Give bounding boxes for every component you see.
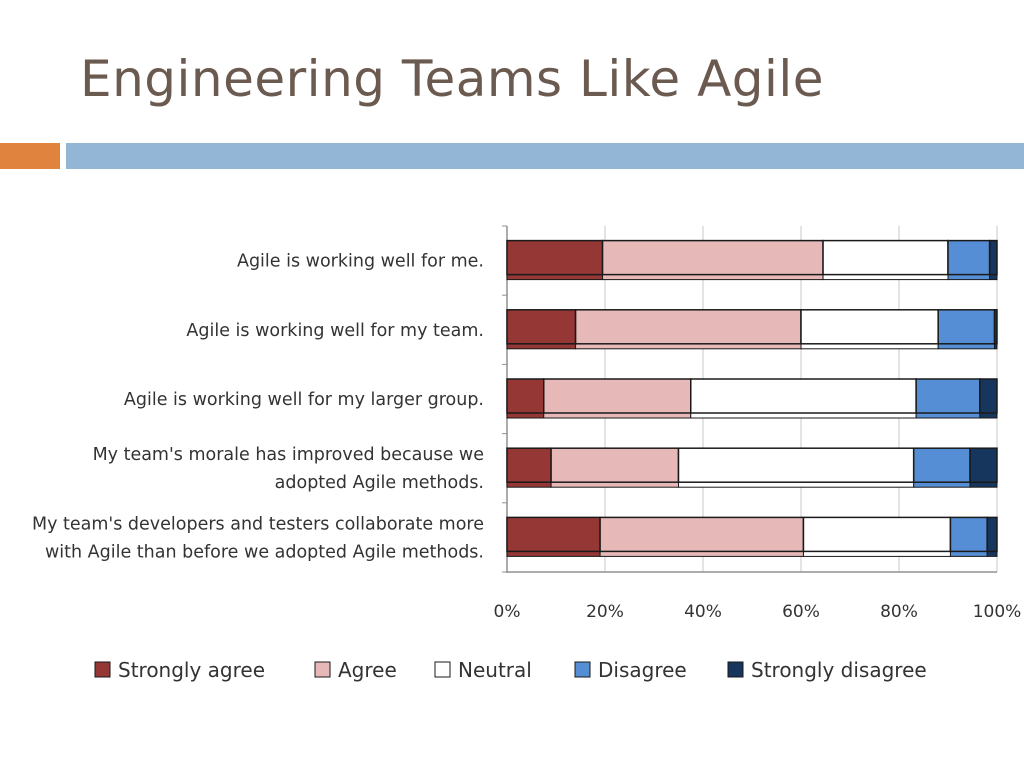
bar-segment [937, 309, 996, 345]
legend-swatch [314, 661, 331, 678]
bar-segment [822, 239, 949, 276]
bar-segment [912, 447, 971, 483]
bar-segment [599, 516, 805, 553]
bar-segment [506, 239, 604, 276]
legend-label: Strongly disagree [751, 658, 927, 682]
bar-segment [506, 378, 545, 414]
x-tick-label: 20% [586, 602, 624, 622]
category-label: Agile is working well for my team. [186, 321, 484, 341]
bar-segment [947, 239, 991, 276]
x-tick-label: 0% [494, 602, 521, 622]
slide-title: Engineering Teams Like Agile [80, 50, 825, 108]
legend-swatch [574, 661, 591, 678]
category-label: Agile is working well for me. [237, 252, 484, 272]
x-tick-label: 100% [973, 602, 1022, 622]
bar-segment [690, 378, 917, 414]
bar-segment [949, 516, 988, 553]
legend-swatch [727, 661, 744, 678]
bar-segment [915, 378, 981, 414]
bar-segment [979, 378, 998, 414]
bar-segment [550, 447, 680, 483]
bar-segment [574, 309, 802, 345]
category-label: My team's developers and testers collabo… [32, 514, 484, 534]
x-tick-label: 80% [880, 602, 918, 622]
legend-label: Strongly agree [118, 658, 265, 682]
bar-segment [800, 309, 939, 345]
bar-segment [993, 309, 998, 345]
bar-segment [601, 239, 824, 276]
bar-segment [506, 447, 552, 483]
title-accent-blue-bar [66, 143, 1024, 169]
category-label: My team's morale has improved because we [93, 445, 484, 465]
category-label: Agile is working well for my larger grou… [124, 390, 484, 410]
legend-swatch [434, 661, 451, 678]
bar-segment [986, 516, 998, 553]
bar-segment [506, 309, 577, 345]
x-tick-label: 40% [684, 602, 722, 622]
category-label: with Agile than before we adopted Agile … [45, 542, 484, 562]
x-tick-label: 60% [782, 602, 820, 622]
bar-segment [506, 516, 601, 553]
category-label: adopted Agile methods. [275, 473, 484, 493]
bar-segment [969, 447, 998, 483]
bar-segment [543, 378, 692, 414]
legend-label: Disagree [598, 658, 687, 682]
bar-segment [802, 516, 952, 553]
bar-segment [677, 447, 915, 483]
title-accent-orange-bar [0, 143, 60, 169]
legend-label: Neutral [458, 658, 532, 682]
legend-swatch [94, 661, 111, 678]
bar-segment [988, 239, 998, 276]
legend-label: Agree [338, 658, 397, 682]
